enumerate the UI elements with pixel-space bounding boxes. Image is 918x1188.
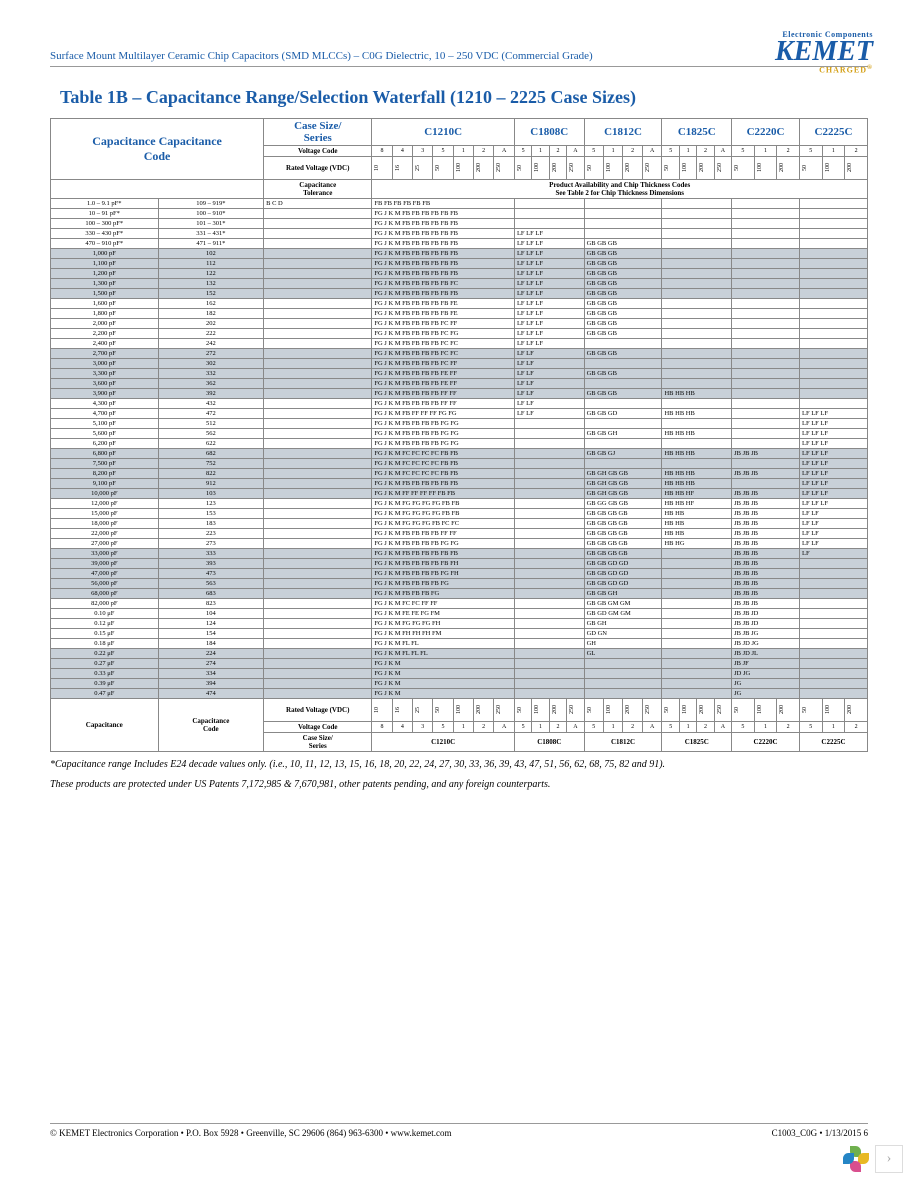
page-corner-nav: ›	[843, 1145, 903, 1173]
footer-right: C1003_C0G • 1/13/2015 6	[772, 1128, 868, 1138]
table-row: 12,000 pF123FG J K M FG FG FG FG FB FBGB…	[51, 499, 868, 509]
table-row: 1.0 – 9.1 pF*109 – 919*B C DFB FB FB FB …	[51, 199, 868, 209]
table-row: 0.10 μF104FG J K M FE FE FG FMGB GD GM G…	[51, 609, 868, 619]
table-row: 0.47 μF474FG J K MJG	[51, 689, 868, 699]
table-row: 1,500 pF152FG J K M FB FB FB FB FB FBLF …	[51, 289, 868, 299]
hdr-prod-avail: Product Availability and Chip Thickness …	[372, 180, 868, 199]
next-page-button[interactable]: ›	[875, 1145, 903, 1173]
footnote-2: These products are protected under US Pa…	[50, 778, 868, 792]
table-row: 4,700 pF472FG J K M FB FF FF FF FG FGLF …	[51, 409, 868, 419]
table-row: 22,000 pF223FG J K M FB FB FB FB FF FFGB…	[51, 529, 868, 539]
table-row: 3,900 pF392FG J K M FB FB FB FB FF FFLF …	[51, 389, 868, 399]
table-row: 0.22 μF224FG J K M FL FL FLGLJB JD JL	[51, 649, 868, 659]
table-row: 33,000 pF333FG J K M FB FB FB FB FB FBGB…	[51, 549, 868, 559]
table-row: 1,000 pF102FG J K M FB FB FB FB FB FBLF …	[51, 249, 868, 259]
table-row: 10,000 pF103FG J K M FF FF FF FF FB FBGB…	[51, 489, 868, 499]
table-row: 0.18 μF184FG J K M FL FLGHJB JD JG	[51, 639, 868, 649]
waterfall-table: Capacitance Capacitance Code Case Size/ …	[50, 118, 868, 752]
table-row: 10 – 91 pF*100 – 910*FG J K M FB FB FB F…	[51, 209, 868, 219]
table-row: 1,300 pF132FG J K M FB FB FB FB FB FCLF …	[51, 279, 868, 289]
table-row: 2,200 pF222FG J K M FB FB FB FB FC FGLF …	[51, 329, 868, 339]
table-row: 6,200 pF622FG J K M FB FB FB FB FG FGLF …	[51, 439, 868, 449]
hdr-c2225: C2225C	[799, 119, 867, 146]
logo-main-text: KEMET	[775, 39, 873, 64]
table-row: 2,700 pF272FG J K M FB FB FB FB FC FCLF …	[51, 349, 868, 359]
table-row: 15,000 pF153FG J K M FG FG FG FG FB FBGB…	[51, 509, 868, 519]
table-row: 0.15 μF154FG J K M FH FH FH FMGD GNJB JB…	[51, 629, 868, 639]
table-row: 27,000 pF273FG J K M FB FB FB FB FG FGGB…	[51, 539, 868, 549]
table-row: 4,300 pF432FG J K M FB FB FB FB FF FFLF …	[51, 399, 868, 409]
table-row: 5,600 pF562FG J K M FB FB FB FB FG FGGB …	[51, 429, 868, 439]
table-row: 2,400 pF242FG J K M FB FB FB FB FC FCLF …	[51, 339, 868, 349]
page-footer: © KEMET Electronics Corporation • P.O. B…	[50, 1123, 868, 1138]
table-row: 1,200 pF122FG J K M FB FB FB FB FB FBLF …	[51, 269, 868, 279]
table-row: 56,000 pF563FG J K M FB FB FB FB FGGB GB…	[51, 579, 868, 589]
hdr-c1808: C1808C	[514, 119, 584, 146]
table-row: 47,000 pF473FG J K M FB FB FB FB FG FHGB…	[51, 569, 868, 579]
table-row: 0.12 μF124FG J K M FG FG FG FHGB GHJB JB…	[51, 619, 868, 629]
table-row: 18,000 pF183FG J K M FG FG FG FB FC FCGB…	[51, 519, 868, 529]
hdr-case-series: Case Size/ Series	[264, 119, 372, 146]
table-row: 1,100 pF112FG J K M FB FB FB FB FB FBLF …	[51, 259, 868, 269]
hdr-capacitance: Capacitance Capacitance Code	[51, 119, 264, 180]
table-row: 68,000 pF683FG J K M FB FB FB FGGB GB GH…	[51, 589, 868, 599]
pinwheel-icon	[843, 1146, 869, 1172]
document-header: Surface Mount Multilayer Ceramic Chip Ca…	[50, 50, 868, 67]
table-row: 7,500 pF752FG J K M FC FC FC FC FB FBLF …	[51, 459, 868, 469]
table-row: 3,000 pF302FG J K M FB FB FB FB FC FFLF …	[51, 359, 868, 369]
table-row: 3,300 pF332FG J K M FB FB FB FB FE FFLF …	[51, 369, 868, 379]
table-row: 8,200 pF822FG J K M FC FC FC FC FB FBGB …	[51, 469, 868, 479]
hdr-c2220: C2220C	[732, 119, 800, 146]
hdr-c1812: C1812C	[584, 119, 662, 146]
table-row: 1,800 pF182FG J K M FB FB FB FB FB FELF …	[51, 309, 868, 319]
table-row: 330 – 430 pF*331 – 431*FG J K M FB FB FB…	[51, 229, 868, 239]
table-row: 0.39 μF394FG J K MJG	[51, 679, 868, 689]
table-title: Table 1B – Capacitance Range/Selection W…	[60, 87, 868, 108]
hdr-c1210: C1210C	[372, 119, 515, 146]
table-row: 9,100 pF912FG J K M FB FB FB FB FB FBGB …	[51, 479, 868, 489]
table-row: 6,800 pF682FG J K M FC FC FC FC FB FBGB …	[51, 449, 868, 459]
table-row: 82,000 pF823FG J K M FC FC FF FFGB GB GM…	[51, 599, 868, 609]
footnote-1: *Capacitance range Includes E24 decade v…	[50, 758, 868, 772]
table-row: 100 – 300 pF*101 – 301*FG J K M FB FB FB…	[51, 219, 868, 229]
table-row: 3,600 pF362FG J K M FB FB FB FB FE FFLF …	[51, 379, 868, 389]
hdr-cap-tol: Capacitance Tolerance	[264, 180, 372, 199]
table-row: 2,000 pF202FG J K M FB FB FB FB FC FFLF …	[51, 319, 868, 329]
hdr-c1825: C1825C	[662, 119, 732, 146]
table-row: 5,100 pF512FG J K M FB FB FB FB FG FGLF …	[51, 419, 868, 429]
kemet-logo: Electronic Components KEMET CHARGED®	[775, 30, 873, 75]
table-row: 470 – 910 pF*471 – 911*FG J K M FB FB FB…	[51, 239, 868, 249]
table-row: 1,600 pF162FG J K M FB FB FB FB FB FELF …	[51, 299, 868, 309]
table-row: 0.27 μF274FG J K MJB JF	[51, 659, 868, 669]
table-row: 39,000 pF393FG J K M FB FB FB FB FB FHGB…	[51, 559, 868, 569]
footer-rated-voltage-row: Capacitance Capacitance Code Rated Volta…	[51, 699, 868, 722]
footer-left: © KEMET Electronics Corporation • P.O. B…	[50, 1128, 452, 1138]
table-row: 0.33 μF334FG J K MJD JG	[51, 669, 868, 679]
